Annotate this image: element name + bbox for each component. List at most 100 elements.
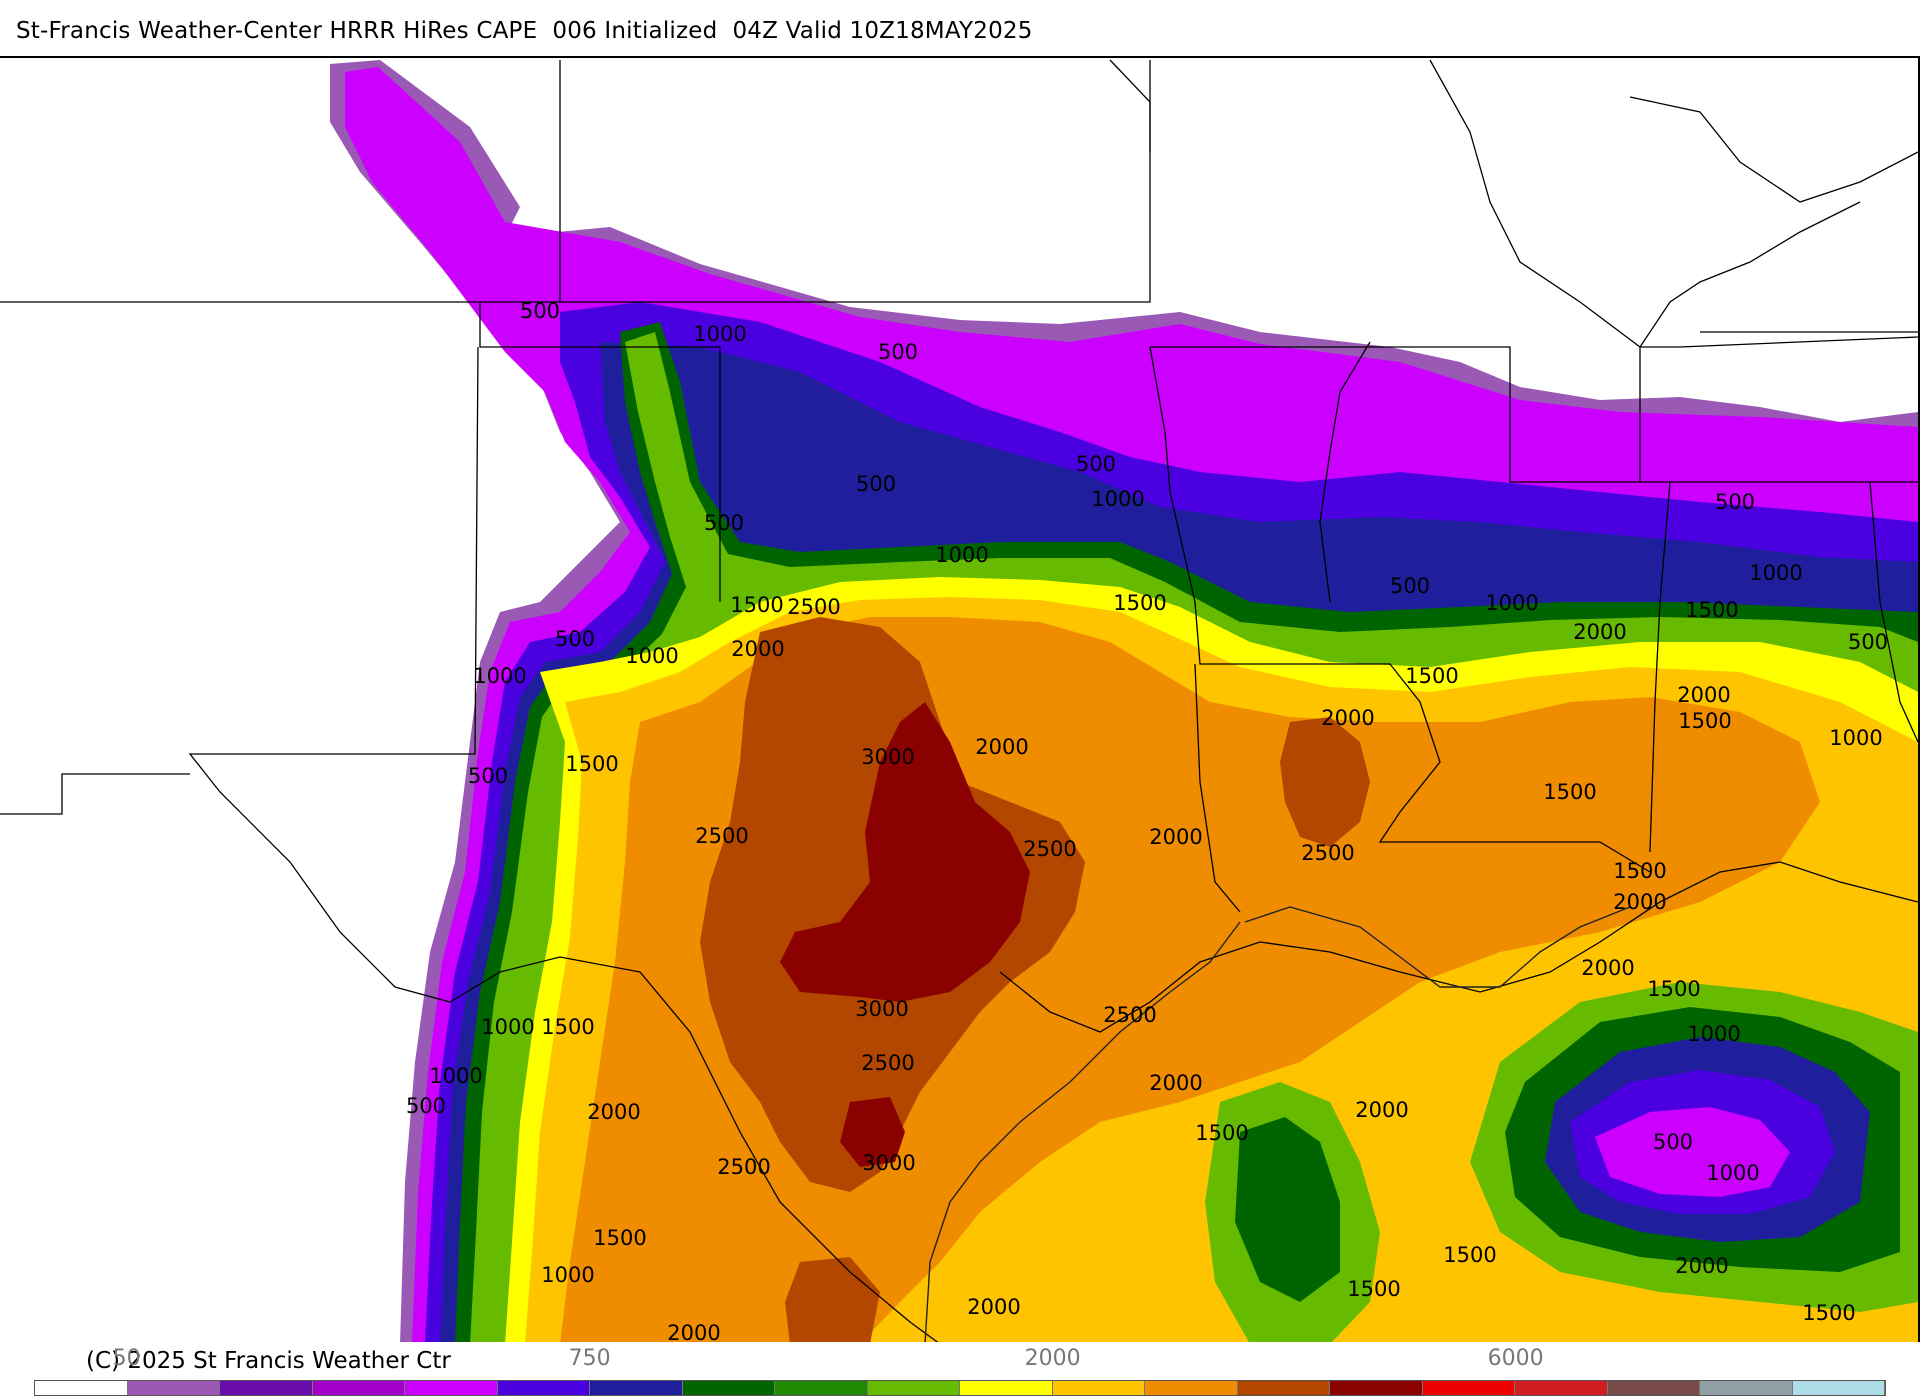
colorbar-swatch — [220, 1381, 313, 1395]
contour-label: 1000 — [693, 322, 746, 346]
colorbar-swatch — [1237, 1381, 1330, 1395]
contour-label: 2500 — [787, 595, 840, 619]
contour-label: 2500 — [1301, 841, 1354, 865]
cape-zone-rust-3 — [785, 1257, 880, 1344]
contour-label: 2000 — [1573, 620, 1626, 644]
colorbar-swatch — [497, 1381, 590, 1395]
contour-label: 1000 — [1091, 487, 1144, 511]
contour-label: 500 — [856, 472, 896, 496]
colorbar-swatch — [1700, 1381, 1793, 1395]
cape-zone-dark-green-2 — [1235, 1117, 1340, 1302]
contour-label: 2500 — [695, 824, 748, 848]
contour-label: 1000 — [1749, 561, 1802, 585]
contour-label: 500 — [1653, 1130, 1693, 1154]
contour-label: 1000 — [481, 1015, 534, 1039]
contour-label: 1500 — [1543, 780, 1596, 804]
contour-label: 3000 — [861, 745, 914, 769]
contour-label: 500 — [520, 299, 560, 323]
contour-label: 2000 — [975, 735, 1028, 759]
contour-label: 500 — [878, 340, 918, 364]
colorbar-swatch — [1145, 1381, 1238, 1395]
colorbar-tick-label: 2000 — [1024, 1346, 1081, 1371]
contour-label: 500 — [1390, 574, 1430, 598]
contour-label: 500 — [468, 764, 508, 788]
contour-label: 2000 — [967, 1295, 1020, 1319]
colorbar-swatch — [867, 1381, 960, 1395]
contour-label: 1000 — [429, 1064, 482, 1088]
contour-label: 1500 — [1647, 977, 1700, 1001]
contour-label: 1500 — [1802, 1301, 1855, 1325]
cape-zone-dark-red — [780, 702, 1030, 1002]
contour-label: 2000 — [1675, 1254, 1728, 1278]
contour-label: 1500 — [1443, 1243, 1496, 1267]
contour-label: 2000 — [667, 1321, 720, 1344]
contour-label: 1000 — [625, 644, 678, 668]
cape-zone-rust-2 — [1280, 717, 1370, 847]
contour-label: 1500 — [730, 593, 783, 617]
contour-label: 500 — [1848, 630, 1888, 654]
contour-label: 1500 — [1613, 859, 1666, 883]
colorbar-swatch — [1792, 1381, 1885, 1395]
colorbar-swatch — [1422, 1381, 1515, 1395]
contour-label: 1000 — [473, 664, 526, 688]
chart-title: St-Francis Weather-Center HRRR HiRes CAP… — [16, 18, 1033, 44]
colorbar-swatch — [1607, 1381, 1700, 1395]
contour-label: 2000 — [1321, 706, 1374, 730]
colorbar-swatch — [1052, 1381, 1145, 1395]
coastline — [924, 906, 1631, 1344]
contour-label: 1500 — [1405, 664, 1458, 688]
map-panel: 500 1000 500 500 500 1000 500 1000 1500 2500 1500 5… — [0, 56, 1920, 1344]
contour-label: 1500 — [565, 752, 618, 776]
contour-label: 1500 — [1113, 591, 1166, 615]
colorbar-swatch — [1515, 1381, 1608, 1395]
colorbar-swatch — [35, 1381, 128, 1395]
contour-label: 1500 — [1678, 709, 1731, 733]
contour-label: 2500 — [861, 1051, 914, 1075]
colorbar-swatch — [312, 1381, 405, 1395]
colorbar-tick-label: 6000 — [1487, 1346, 1544, 1371]
contour-label: 500 — [406, 1094, 446, 1118]
gulf-zone-magenta — [1595, 1107, 1790, 1197]
colorbar — [34, 1380, 1886, 1396]
colorbar-swatch — [1330, 1381, 1423, 1395]
colorbar-swatch — [682, 1381, 775, 1395]
contour-label: 2000 — [1677, 683, 1730, 707]
contour-label: 2500 — [717, 1155, 770, 1179]
colorbar-swatch — [405, 1381, 498, 1395]
contour-label: 2500 — [1103, 1003, 1156, 1027]
contour-label: 3000 — [855, 997, 908, 1021]
contour-label: 2000 — [1149, 1071, 1202, 1095]
contour-label: 3000 — [862, 1151, 915, 1175]
contour-label: 500 — [1076, 452, 1116, 476]
contour-label: 1000 — [935, 543, 988, 567]
contour-label: 1000 — [541, 1263, 594, 1287]
footer: (C) 2025 St Francis Weather Ctr 50 750 200… — [0, 1342, 1920, 1400]
colorbar-tick-label: 750 — [568, 1346, 611, 1371]
colorbar-swatch — [960, 1381, 1053, 1395]
contour-label: 2000 — [1355, 1098, 1408, 1122]
contour-label: 1500 — [541, 1015, 594, 1039]
contour-label: 2000 — [1581, 956, 1634, 980]
colorbar-swatch — [775, 1381, 868, 1395]
contour-label: 500 — [555, 627, 595, 651]
contour-label: 1500 — [1347, 1277, 1400, 1301]
contour-label: 2000 — [1149, 825, 1202, 849]
cape-zone-dark-red-2 — [840, 1097, 905, 1167]
contour-label: 1500 — [1685, 598, 1738, 622]
contour-label: 2000 — [731, 637, 784, 661]
contour-label: 2000 — [1613, 890, 1666, 914]
contour-label: 1500 — [593, 1226, 646, 1250]
colorbar-swatch — [127, 1381, 220, 1395]
copyright-text: (C) 2025 St Francis Weather Ctr — [86, 1348, 451, 1374]
contour-label: 1000 — [1485, 591, 1538, 615]
contour-label: 1500 — [1195, 1121, 1248, 1145]
political-boundaries — [0, 59, 1918, 1344]
contour-label: 1000 — [1829, 726, 1882, 750]
colorbar-swatch — [590, 1381, 683, 1395]
contour-label: 2500 — [1023, 837, 1076, 861]
contour-label: 2000 — [587, 1100, 640, 1124]
colorbar-tick-label: 50 — [112, 1346, 141, 1371]
contour-label: 1000 — [1706, 1161, 1759, 1185]
